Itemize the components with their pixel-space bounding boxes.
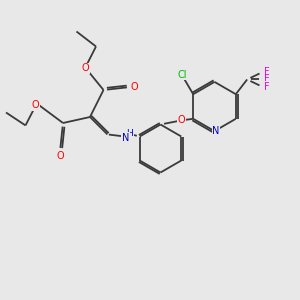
Text: O: O: [32, 100, 40, 110]
Text: N: N: [212, 126, 220, 136]
Text: N: N: [122, 133, 129, 143]
Text: O: O: [82, 63, 90, 74]
Text: O: O: [56, 151, 64, 161]
Text: O: O: [178, 115, 186, 125]
Text: H: H: [126, 129, 133, 138]
Text: F: F: [263, 74, 269, 85]
Text: Cl: Cl: [177, 70, 187, 80]
Text: O: O: [130, 82, 138, 92]
Text: F: F: [263, 67, 269, 77]
Text: F: F: [263, 82, 269, 92]
